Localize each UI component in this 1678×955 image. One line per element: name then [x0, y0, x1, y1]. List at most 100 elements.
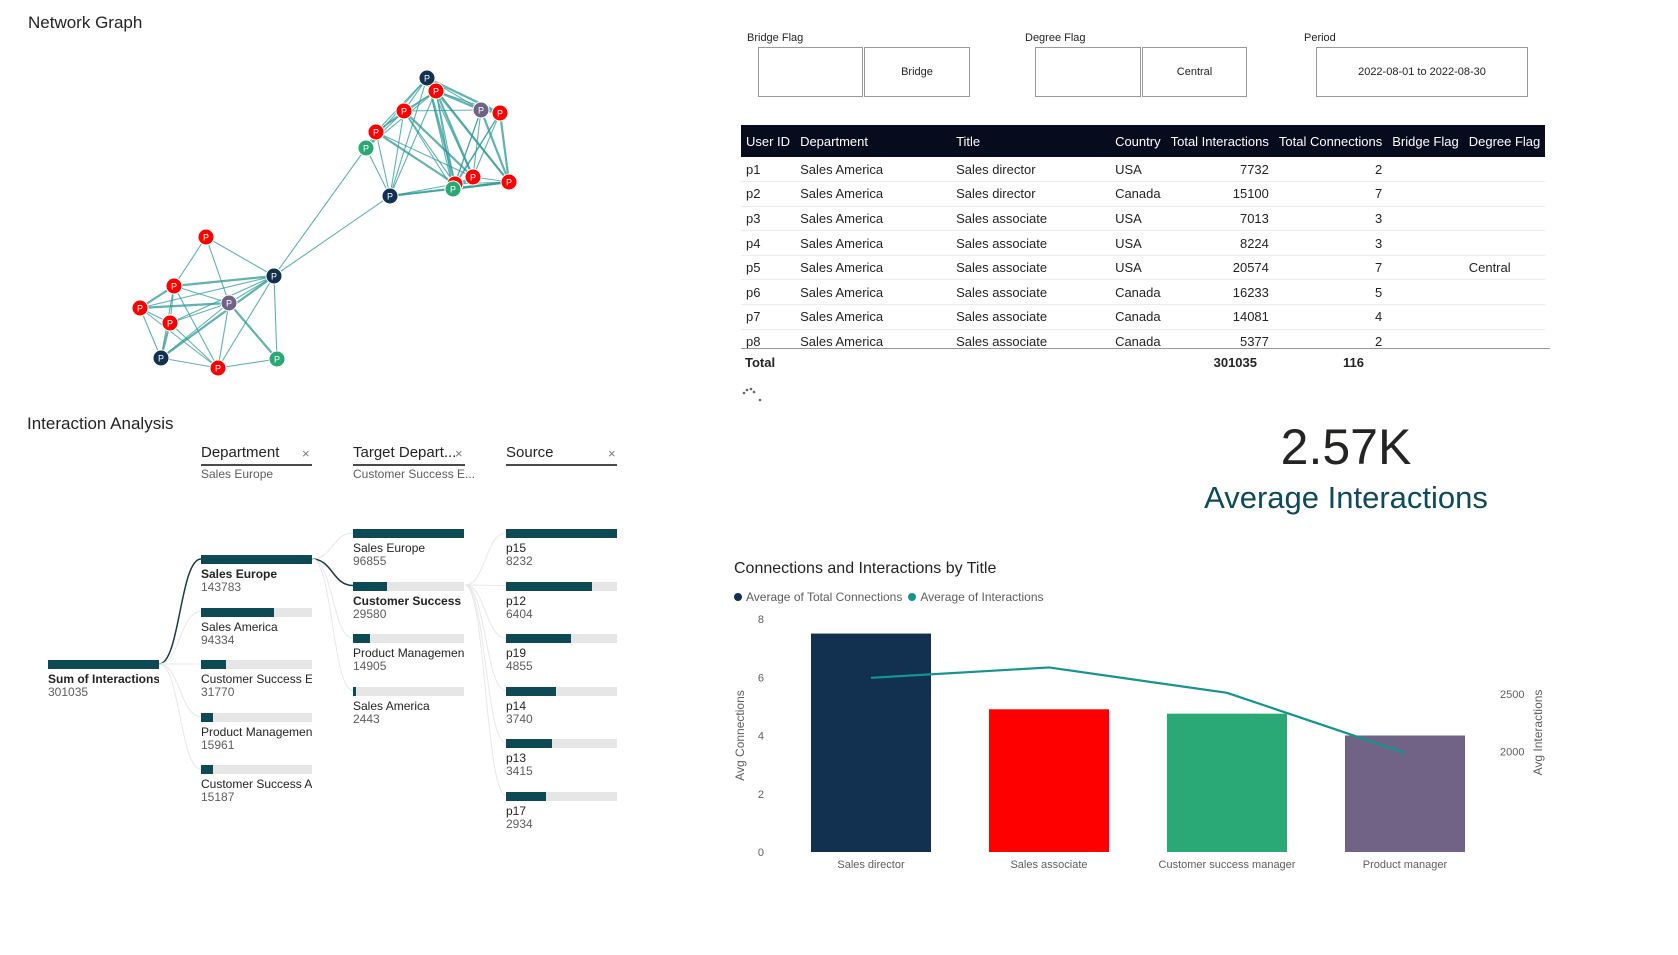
tree-node[interactable]: Sales America 94334 — [201, 607, 312, 647]
network-graph[interactable]: PPPPPPPPPPPPPPPPPPPPP — [130, 60, 570, 405]
table-row[interactable]: p3 Sales America Sales associate USA 7013 3 — [741, 206, 1546, 232]
network-node[interactable]: P — [268, 350, 286, 368]
network-node[interactable]: P — [165, 277, 183, 295]
degree-flag-option-blank[interactable] — [1035, 47, 1141, 97]
tree-node-bar — [506, 739, 617, 748]
table-row[interactable]: p8 Sales America Sales associate Canada 5377… — [741, 329, 1546, 351]
tree-node-bar — [506, 634, 617, 643]
tree-node[interactable]: Product Management 14905 — [353, 634, 464, 673]
bar[interactable] — [1345, 735, 1465, 853]
network-node[interactable]: P — [220, 294, 238, 312]
table-cell: Canada — [1110, 279, 1166, 306]
svg-text:P: P — [167, 319, 173, 329]
column-header[interactable]: Title — [951, 125, 1111, 157]
tree-level-header-target-department[interactable]: Target Depart... — [353, 444, 465, 466]
column-header[interactable]: Degree Flag — [1463, 125, 1546, 157]
svg-text:P: P — [137, 304, 143, 314]
network-edge — [403, 109, 482, 112]
tree-node[interactable]: p17 2934 — [506, 791, 617, 831]
network-node[interactable]: P — [427, 82, 445, 100]
tree-node[interactable]: p19 4855 — [506, 634, 617, 673]
bridge-flag-option-blank[interactable] — [758, 47, 863, 97]
table-cell: 4 — [1273, 304, 1388, 330]
table-cell: Sales America — [795, 329, 952, 351]
table-row[interactable]: p2 Sales America Sales director Canada 15100… — [741, 181, 1546, 207]
network-node[interactable]: P — [209, 359, 227, 377]
table-total-interactions: 301035 — [1213, 355, 1257, 370]
network-node[interactable]: P — [464, 168, 482, 186]
svg-text:P: P — [226, 299, 232, 309]
tree-level-header-source[interactable]: Source — [506, 444, 617, 466]
tree-connector — [464, 584, 507, 639]
column-header[interactable]: Department — [795, 125, 952, 157]
table-row[interactable]: p7 Sales America Sales associate Canada 1408… — [741, 304, 1546, 330]
network-node[interactable]: P — [367, 123, 385, 141]
bridge-flag-option-bridge[interactable]: Bridge — [864, 47, 970, 97]
table-cell: Sales America — [795, 304, 952, 330]
column-header[interactable]: Total Interactions — [1165, 125, 1274, 157]
network-node[interactable]: P — [381, 187, 399, 205]
network-node[interactable]: P — [357, 139, 375, 157]
network-node[interactable]: P — [131, 299, 149, 317]
table-cell — [1387, 181, 1464, 207]
close-icon[interactable]: × — [608, 446, 616, 461]
column-header[interactable]: User ID — [741, 125, 796, 157]
tree-node[interactable]: p13 3415 — [506, 739, 617, 778]
network-node[interactable]: P — [444, 180, 462, 198]
legend-label[interactable]: Average of Total Connections — [746, 590, 903, 604]
tree-node-label: Sales America — [201, 619, 278, 634]
interactions-line[interactable] — [870, 666, 1406, 754]
combo-chart[interactable]: 0 2 4 6 8 2000 2500 Avg Connections Avg Interact… — [726, 605, 1556, 875]
network-edge — [173, 285, 219, 369]
svg-text:P: P — [215, 364, 221, 374]
bar[interactable] — [989, 709, 1109, 852]
tree-connector — [158, 611, 202, 665]
table-row[interactable]: p5 Sales America Sales associate USA 20574 7 C… — [741, 255, 1546, 281]
table-cell — [1387, 206, 1464, 232]
network-node[interactable]: P — [472, 101, 490, 119]
column-header[interactable]: Country — [1110, 125, 1166, 157]
bar[interactable] — [811, 633, 931, 852]
tree-node[interactable]: Sales Europe 96855 — [353, 529, 464, 568]
table-row[interactable]: p6 Sales America Sales associate Canada 1623… — [741, 279, 1546, 306]
network-node[interactable]: P — [161, 314, 179, 332]
close-icon[interactable]: × — [455, 446, 463, 461]
network-edge — [205, 236, 230, 304]
column-header[interactable]: Bridge Flag — [1387, 125, 1464, 157]
tree-node[interactable]: Customer Success ... 29580 — [353, 581, 464, 621]
network-node[interactable]: P — [197, 228, 215, 246]
tree-node-value: 4855 — [506, 659, 533, 673]
network-node[interactable]: P — [500, 173, 518, 191]
svg-text:P: P — [470, 173, 476, 183]
tree-node[interactable]: Sales Europe 143783 — [201, 555, 312, 594]
x-tick-label: Product manager — [1363, 859, 1448, 871]
network-node[interactable]: P — [491, 104, 509, 122]
tree-connector — [464, 584, 507, 744]
tree-node[interactable]: p15 8232 — [506, 529, 617, 568]
table-cell: Canada — [1110, 181, 1166, 207]
tree-node[interactable]: Customer Success A... 15187 — [201, 765, 312, 804]
tree-node-value: 2443 — [353, 711, 380, 726]
tree-node[interactable]: Customer Success E... 31770 — [201, 660, 312, 699]
period-slicer[interactable]: 2022-08-01 to 2022-08-30 — [1316, 47, 1528, 97]
column-header[interactable]: Total Connections — [1273, 125, 1388, 157]
user-table[interactable]: User ID Department Title Country Total I… — [741, 125, 1550, 351]
network-node[interactable]: P — [265, 267, 283, 285]
network-node[interactable]: P — [395, 102, 413, 120]
tree-node[interactable]: p12 6404 — [506, 581, 617, 621]
degree-flag-option-central[interactable]: Central — [1142, 47, 1247, 97]
tree-level-header-department[interactable]: Department — [201, 444, 312, 466]
tree-node[interactable]: Product Management 15961 — [201, 712, 312, 752]
tree-root-node[interactable]: Sum of Interactions 301035 — [48, 660, 159, 699]
network-node[interactable]: P — [152, 349, 170, 367]
y2-tick-label: 2000 — [1500, 747, 1524, 759]
tree-node[interactable]: Sales America 2443 — [353, 686, 464, 726]
network-node[interactable]: P — [418, 69, 436, 87]
legend-label[interactable]: Average of Interactions — [920, 590, 1044, 604]
bar[interactable] — [1167, 713, 1287, 852]
table-row[interactable]: p4 Sales America Sales associate USA 8224 3 — [741, 230, 1546, 256]
table-row[interactable]: p1 Sales America Sales director USA 7732 2 — [741, 157, 1546, 183]
tree-node[interactable]: p14 3740 — [506, 686, 617, 726]
close-icon[interactable]: × — [302, 446, 310, 461]
table-cell: USA — [1110, 230, 1166, 256]
